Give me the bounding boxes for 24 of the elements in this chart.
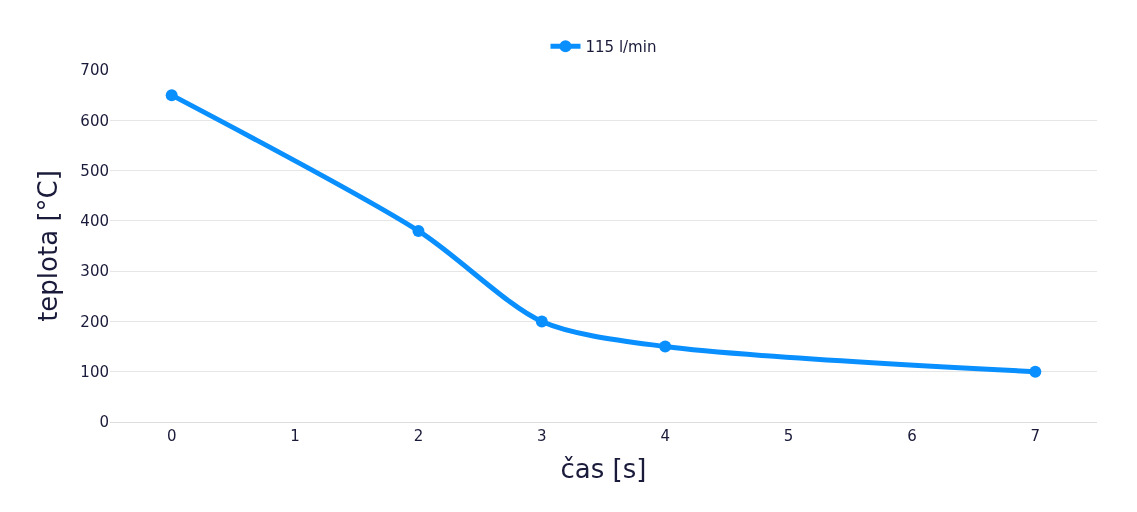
x-tick-label: 3 (537, 427, 547, 445)
y-axis-title: teplota [°C] (32, 170, 63, 322)
y-tick-label: 700 (80, 61, 109, 80)
point (535, 315, 548, 328)
x-tick-label: 7 (1030, 427, 1041, 445)
point (165, 89, 178, 102)
y-tick-label: 100 (80, 362, 109, 381)
x-tick-label: 1 (290, 427, 300, 445)
y-tick-label: 600 (80, 111, 109, 130)
x-tick-label: 5 (783, 427, 794, 445)
x-tick-label: 0 (166, 427, 177, 445)
x-tick-label: 2 (413, 427, 424, 445)
legend-label: 115 l/min (585, 38, 657, 57)
y-tick-label: 500 (80, 161, 109, 180)
y-tick-label: 0 (99, 413, 109, 432)
point (1029, 365, 1042, 378)
y-tick-label: 400 (80, 212, 109, 231)
x-tick-label: 4 (660, 427, 670, 445)
point (412, 224, 425, 237)
y-tick-label: 300 (80, 262, 109, 281)
point (659, 340, 672, 353)
x-tick-label: 6 (907, 427, 917, 445)
x-axis-title: čas [s] (560, 453, 647, 484)
y-tick-label: 200 (80, 312, 109, 331)
